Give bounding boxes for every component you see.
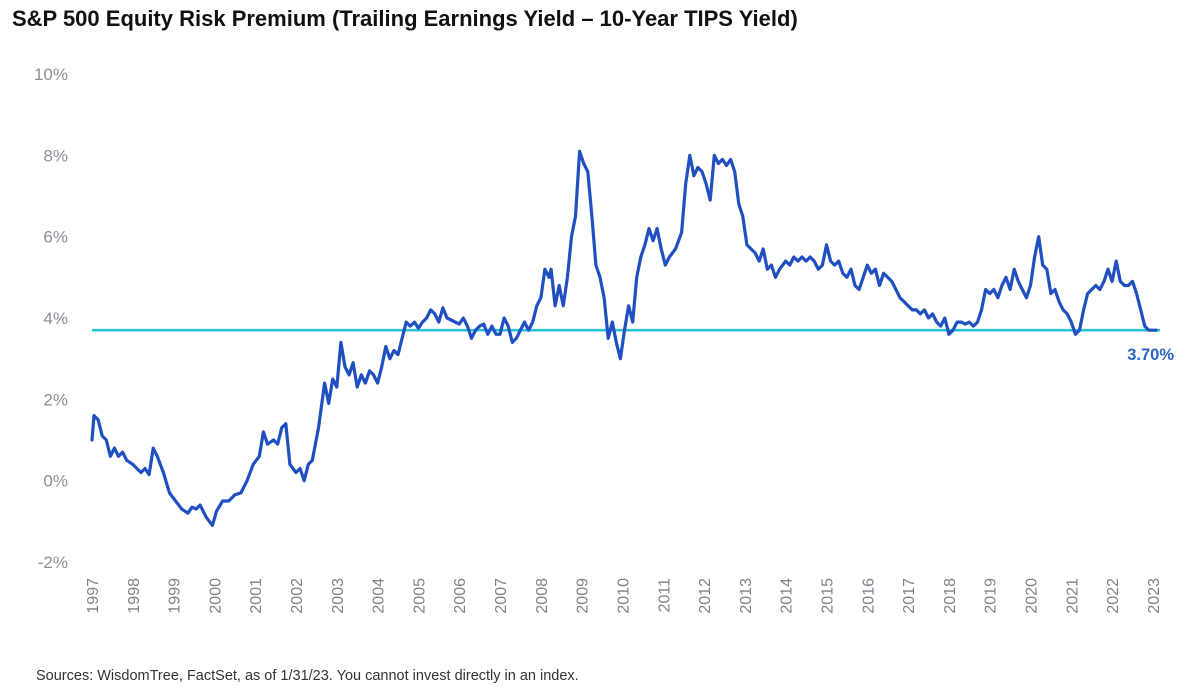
y-tick-label: -2% (38, 553, 68, 572)
x-tick-label: 2001 (248, 578, 265, 614)
x-tick-label: 1998 (126, 578, 143, 614)
x-tick-label: 2005 (411, 578, 428, 614)
x-tick-label: 2010 (615, 578, 632, 614)
x-tick-label: 2013 (738, 578, 755, 614)
x-tick-label: 2016 (860, 578, 877, 614)
x-tick-label: 2021 (1064, 578, 1081, 614)
y-tick-label: 4% (43, 309, 68, 328)
x-tick-label: 2008 (534, 578, 551, 614)
line-chart: -2% 0% 2% 4% 6% 8% 10% 1997 1998 1999 2000 2001 2002… (34, 65, 1174, 614)
x-tick-label: 2014 (779, 578, 796, 614)
x-tick-label: 2019 (983, 578, 1000, 614)
x-tick-label: 2007 (493, 578, 510, 614)
x-tick-label: 2009 (575, 578, 592, 614)
y-tick-label: 8% (43, 146, 68, 165)
x-tick-label: 2023 (1146, 578, 1163, 614)
source-note: Sources: WisdomTree, FactSet, as of 1/31… (36, 668, 579, 684)
x-tick-label: 2004 (371, 578, 388, 614)
x-tick-label: 2017 (901, 578, 918, 614)
x-tick-label: 2020 (1024, 578, 1041, 614)
x-tick-label: 2022 (1105, 578, 1122, 614)
x-tick-label: 1997 (85, 578, 102, 614)
x-tick-label: 2006 (452, 578, 469, 614)
x-tick-label: 2012 (697, 578, 714, 614)
y-tick-label: 2% (43, 390, 68, 409)
x-tick-label: 2018 (942, 578, 959, 614)
equity-risk-premium-line (90, 149, 1158, 527)
y-tick-label: 6% (43, 228, 68, 247)
x-tick-label: 2015 (819, 578, 836, 614)
reference-value-label: 3.70% (1127, 346, 1174, 364)
x-tick-label: 2000 (207, 578, 224, 614)
x-tick-label: 2002 (289, 578, 306, 614)
y-tick-label: 10% (34, 65, 68, 84)
x-tick-label: 1999 (167, 578, 184, 614)
x-tick-label: 2003 (330, 578, 347, 614)
y-tick-label: 0% (43, 472, 68, 491)
chart-title: S&P 500 Equity Risk Premium (Trailing Ea… (12, 6, 798, 31)
x-tick-label: 2011 (656, 578, 673, 613)
